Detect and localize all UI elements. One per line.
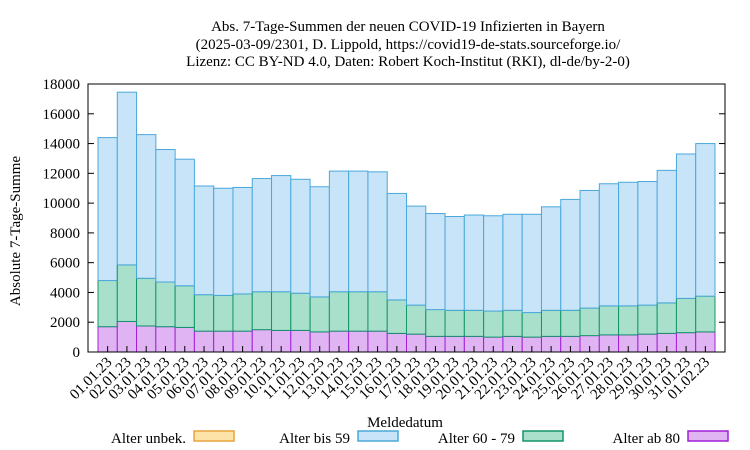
bar-segment — [174, 158, 195, 287]
y-tick-label: 0 — [73, 345, 81, 361]
bar-segment — [540, 206, 562, 311]
bar-segment — [290, 178, 311, 294]
bar-segment — [502, 213, 523, 311]
bar-segment — [348, 170, 369, 293]
bar-segment — [309, 296, 330, 333]
bar-segment — [328, 170, 350, 293]
bar-segment — [97, 280, 118, 328]
legend-label-age-60-79: Alter 60 - 79 — [438, 431, 515, 447]
bar-segment — [579, 307, 600, 337]
y-tick-label: 12000 — [43, 166, 81, 182]
bar-segment — [444, 309, 465, 337]
chart-title-line-2: (2025-03-09/2301, D. Lippold, https://co… — [196, 37, 621, 53]
bar-segment — [386, 192, 407, 301]
bar-segment — [656, 302, 677, 334]
bar-segment — [637, 181, 658, 306]
plot-frame — [87, 83, 726, 353]
bar-segment — [483, 310, 504, 338]
bar-segment — [502, 309, 523, 337]
bar-segment — [136, 134, 157, 279]
bar-segment — [290, 292, 311, 331]
bar-segment — [174, 285, 195, 328]
bar-segment — [155, 281, 176, 328]
bar-segment — [232, 186, 253, 295]
legend-label-age-80-plus: Alter ab 80 — [613, 431, 680, 447]
legend: Alter unbek. Alter bis 59 Alter 60 - 79 … — [111, 430, 729, 447]
chart-title-line-1: Abs. 7-Tage-Summen der neuen COVID-19 In… — [211, 19, 605, 35]
bar-segment — [521, 312, 542, 338]
chart-title-line-3: Lizenz: CC BY-ND 4.0, Daten: Robert Koch… — [186, 54, 630, 70]
legend-item-unknown-age: Alter unbek. — [111, 430, 235, 447]
bar-segment — [328, 291, 350, 332]
bar-segment — [155, 149, 176, 283]
bar-segment — [483, 215, 504, 312]
bar-segment — [560, 198, 581, 311]
x-axis-ticks: 01.01.2302.01.2303.01.2304.01.2305.01.23… — [67, 346, 713, 403]
bar-segment — [695, 295, 716, 333]
bar-segment — [251, 291, 273, 331]
legend-item-age-60-79: Alter 60 - 79 — [438, 430, 564, 447]
bar-segment — [97, 137, 118, 282]
bar-segment — [618, 305, 639, 336]
y-tick-label: 8000 — [50, 226, 80, 242]
legend-swatch-age-to-59 — [357, 430, 399, 442]
legend-swatch-age-80-plus — [687, 430, 729, 442]
bar-segment — [463, 309, 485, 337]
bar-segment — [386, 299, 407, 334]
legend-label-age-to-59: Alter bis 59 — [279, 431, 350, 447]
bar-segment — [444, 216, 465, 311]
bar-segment — [598, 305, 620, 336]
y-axis-ticks: 0 2000 4000 6000 8000 10000 12000 14000 16000 180… — [43, 77, 725, 361]
bar-segment — [251, 178, 273, 293]
bar-segment — [637, 304, 658, 335]
bar-segment — [116, 91, 138, 266]
bar-segment — [232, 293, 253, 332]
legend-swatch-age-60-79 — [522, 430, 564, 442]
legend-item-age-80-plus: Alter ab 80 — [613, 430, 729, 447]
y-axis-label: Absolute 7-Tage-Summe — [8, 156, 24, 307]
bar-segment — [463, 214, 485, 311]
bar-segment — [425, 213, 446, 311]
bar-segment — [521, 213, 542, 314]
y-tick-label: 10000 — [43, 196, 81, 212]
y-tick-label: 6000 — [50, 256, 80, 272]
bar-segment — [695, 143, 716, 297]
bar-segment — [348, 291, 369, 332]
bar-segment — [213, 187, 234, 296]
bar-segment — [116, 264, 138, 322]
legend-swatch-unknown-age — [193, 430, 235, 442]
bar-segment — [406, 205, 427, 306]
bar-segment — [136, 277, 157, 327]
legend-item-age-to-59: Alter bis 59 — [279, 430, 399, 447]
x-axis-label: Meldedatum — [367, 415, 443, 431]
bar-segment — [618, 181, 639, 307]
bar-segment — [193, 185, 215, 296]
bar-segment — [656, 169, 677, 304]
y-tick-label: 2000 — [50, 315, 80, 331]
bar-segment — [560, 309, 581, 337]
bar-segment — [367, 291, 388, 332]
bar-segment — [367, 171, 388, 293]
bar-segment — [675, 153, 697, 299]
y-tick-label: 16000 — [43, 107, 81, 123]
bar-segment — [406, 304, 427, 335]
bar-segment — [271, 175, 292, 293]
bar-segment — [579, 189, 600, 309]
bar-segment — [271, 291, 292, 331]
bar-segment — [193, 294, 215, 332]
bar-segment — [425, 309, 446, 337]
y-tick-label: 4000 — [50, 285, 80, 301]
bar-segment — [213, 294, 234, 332]
legend-label-unknown-age: Alter unbek. — [111, 431, 186, 447]
bar-segment — [675, 297, 697, 334]
y-tick-label: 14000 — [43, 137, 81, 153]
y-tick-label: 18000 — [43, 77, 81, 93]
bar-segment — [540, 309, 562, 337]
bar-segment — [309, 186, 330, 298]
bars — [97, 91, 716, 353]
bar-segment — [598, 183, 620, 307]
